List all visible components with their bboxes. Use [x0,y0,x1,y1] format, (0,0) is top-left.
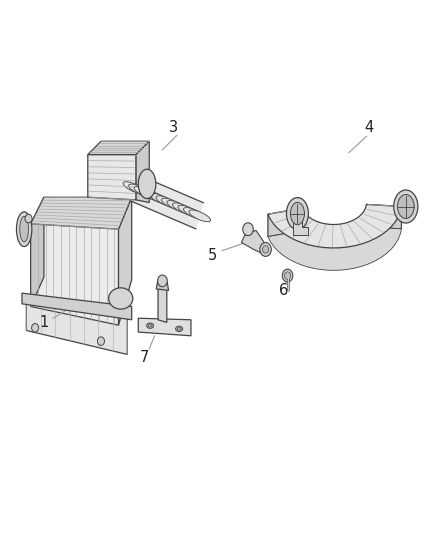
Polygon shape [31,224,118,325]
Ellipse shape [20,216,28,242]
Ellipse shape [155,196,177,208]
Ellipse shape [123,182,145,193]
Ellipse shape [396,195,413,219]
Circle shape [259,243,271,256]
Ellipse shape [177,327,181,330]
Ellipse shape [177,205,199,217]
Ellipse shape [138,169,155,199]
Ellipse shape [145,191,166,203]
Ellipse shape [166,200,188,212]
Circle shape [242,223,253,236]
Text: 4: 4 [363,120,373,135]
Circle shape [97,337,104,345]
Text: 1: 1 [39,315,49,330]
Polygon shape [267,208,301,237]
Ellipse shape [139,189,161,200]
Polygon shape [366,205,400,229]
Text: 6: 6 [278,283,287,298]
Polygon shape [267,227,400,270]
Text: 5: 5 [208,248,217,263]
Ellipse shape [109,288,132,309]
Polygon shape [22,293,131,320]
Ellipse shape [188,210,210,222]
Ellipse shape [161,198,183,210]
Ellipse shape [146,323,153,328]
Circle shape [282,269,292,282]
Polygon shape [88,141,149,155]
Polygon shape [138,318,191,336]
Polygon shape [136,141,149,203]
Ellipse shape [183,208,205,220]
Polygon shape [31,197,131,229]
Polygon shape [293,219,308,235]
Circle shape [32,324,39,332]
Polygon shape [156,281,168,290]
Text: 3: 3 [169,120,177,135]
Polygon shape [241,230,267,255]
Ellipse shape [290,203,304,225]
Polygon shape [26,301,127,354]
Polygon shape [31,197,44,306]
Circle shape [25,214,32,223]
Ellipse shape [128,184,150,196]
Polygon shape [88,155,136,200]
Circle shape [157,275,167,287]
Ellipse shape [134,187,155,198]
Ellipse shape [148,324,152,327]
Polygon shape [130,174,203,229]
Ellipse shape [286,198,308,230]
Circle shape [284,272,290,279]
Polygon shape [267,205,400,248]
Ellipse shape [172,203,194,215]
Ellipse shape [16,212,32,246]
Text: 7: 7 [140,350,149,365]
Polygon shape [158,286,166,322]
Ellipse shape [175,326,182,332]
Polygon shape [118,197,131,325]
Ellipse shape [150,193,172,205]
Ellipse shape [393,190,417,223]
Circle shape [262,246,268,253]
